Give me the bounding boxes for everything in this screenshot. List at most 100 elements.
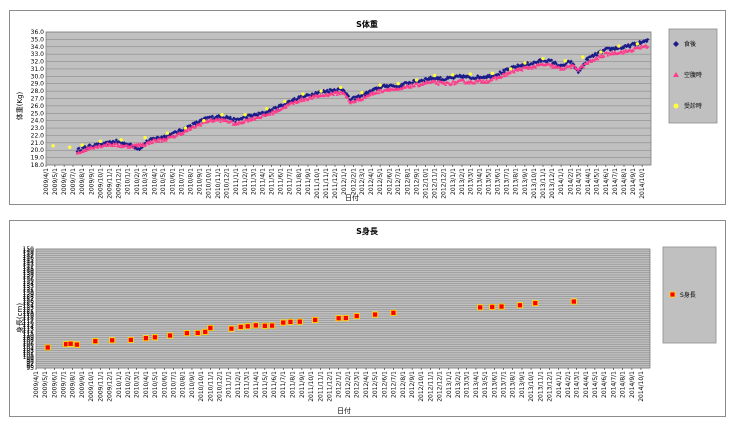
- x-tick-label: 2012/4/1: [363, 371, 370, 398]
- x-tick-label: 2009/5/1: [42, 371, 49, 398]
- fasting-point: [105, 141, 109, 145]
- weight-chart-title: S体重: [356, 19, 378, 29]
- x-tick-label: 2012/11/1: [432, 168, 439, 199]
- y-tick-label: 29.0: [31, 81, 45, 88]
- y-tick-label: 132: [23, 285, 35, 292]
- fasting-point: [468, 81, 472, 85]
- y-tick-label: 136: [23, 276, 35, 283]
- fasting-point: [452, 79, 456, 83]
- visit-point: [80, 143, 84, 147]
- after-meal-point: [305, 92, 309, 96]
- fasting-point: [573, 64, 577, 68]
- height-point: [252, 322, 259, 329]
- fasting-point: [579, 65, 583, 68]
- y-tick-label: 20.0: [31, 147, 45, 154]
- fasting-point: [437, 82, 441, 86]
- x-tick-label: 2012/9/1: [409, 371, 416, 398]
- y-tick-label: 129: [23, 291, 35, 298]
- after-meal-point: [563, 63, 567, 67]
- weight-chart: S体重 日付 体重(Kg) 食後 空腹時 受診時 18.019.020.021.…: [15, 19, 718, 202]
- y-tick-label: 25.0: [31, 110, 45, 117]
- after-meal-point: [417, 80, 421, 84]
- height-point: [92, 338, 99, 345]
- fasting-point: [112, 142, 116, 145]
- fasting-point: [630, 50, 634, 53]
- x-tick-label: 2014/8/1: [621, 168, 628, 195]
- y-tick-label: 128: [23, 294, 35, 301]
- after-meal-point: [292, 96, 296, 100]
- x-tick-label: 2011/12/1: [326, 371, 333, 402]
- after-meal-point: [276, 105, 280, 109]
- after-meal-point: [502, 70, 507, 74]
- weight-legend-item-fasting: 空腹時: [673, 71, 702, 79]
- x-tick-label: 2012/6/1: [386, 168, 393, 195]
- fasting-point: [631, 49, 635, 52]
- x-tick-label: 2011/7/1: [280, 371, 287, 398]
- y-tick-label: 24.0: [31, 118, 45, 125]
- fasting-point: [506, 72, 510, 76]
- after-meal-point: [215, 114, 219, 118]
- fasting-point: [187, 126, 191, 130]
- x-tick-label: 2009/4/1: [33, 371, 40, 398]
- after-meal-point: [629, 43, 633, 47]
- x-tick-label: 2010/10/1: [198, 371, 205, 402]
- fasting-point: [421, 80, 425, 84]
- fasting-point: [490, 78, 494, 82]
- height-point: [166, 332, 174, 339]
- series-height: [44, 298, 577, 351]
- after-meal-point: [603, 47, 607, 51]
- x-tick-label: 2010/9/1: [197, 168, 204, 195]
- fasting-point: [157, 139, 161, 143]
- height-point: [353, 313, 360, 320]
- x-tick-label: 2010/5/1: [152, 371, 159, 398]
- x-tick-label: 2011/2/1: [235, 371, 242, 398]
- after-meal-point: [302, 93, 306, 98]
- x-tick-label: 2011/2/1: [242, 168, 249, 195]
- height-point: [67, 340, 74, 347]
- visit-point: [202, 118, 206, 123]
- after-meal-point: [266, 109, 271, 113]
- fasting-point: [160, 139, 164, 143]
- after-meal-point: [88, 143, 92, 147]
- after-meal-point: [612, 47, 616, 51]
- y-tick-label: 147: [23, 252, 35, 259]
- height-point: [498, 303, 505, 310]
- after-meal-point: [312, 93, 316, 97]
- fasting-point: [271, 112, 275, 116]
- fasting-point: [115, 144, 119, 148]
- after-meal-point: [609, 46, 613, 50]
- visit-point: [414, 78, 419, 82]
- after-meal-point: [487, 73, 491, 77]
- after-meal-point: [504, 67, 508, 71]
- height-point: [335, 315, 342, 322]
- fasting-point: [347, 98, 351, 102]
- after-meal-point: [520, 65, 524, 69]
- fasting-point: [526, 67, 530, 70]
- visit-point: [265, 107, 269, 111]
- y-tick-label: 31.0: [31, 66, 45, 73]
- fasting-point: [504, 74, 508, 77]
- x-tick-label: 2011/5/1: [262, 371, 269, 398]
- x-tick-label: 2010/1/1: [116, 371, 123, 398]
- fasting-point: [421, 83, 425, 86]
- y-tick-label: 141: [23, 265, 35, 272]
- fasting-point: [155, 139, 159, 142]
- fasting-point: [602, 54, 606, 58]
- x-tick-label: 2014/7/1: [610, 371, 617, 398]
- x-tick-label: 2012/5/1: [372, 371, 379, 398]
- after-meal-point: [401, 83, 405, 87]
- fasting-point: [644, 43, 648, 47]
- x-tick-label: 2011/8/1: [296, 168, 303, 195]
- after-meal-point: [269, 108, 273, 113]
- x-tick-label: 2010/9/1: [189, 371, 196, 398]
- fasting-point: [400, 87, 404, 91]
- y-tick-label: 103: [23, 348, 35, 355]
- after-meal-point: [511, 64, 515, 68]
- after-meal-point: [273, 106, 277, 110]
- after-meal-point: [374, 86, 378, 90]
- x-tick-label: 2013/9/1: [522, 168, 529, 195]
- visit-point: [378, 83, 382, 87]
- visit-point: [490, 71, 495, 76]
- after-meal-point: [514, 66, 518, 70]
- after-meal-point: [505, 67, 509, 71]
